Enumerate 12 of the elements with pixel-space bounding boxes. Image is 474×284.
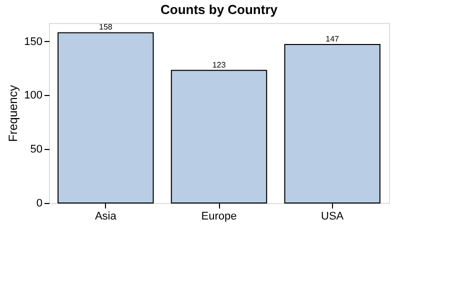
x-tick-label: USA [321, 210, 344, 222]
y-tick-label: 150 [24, 36, 42, 48]
y-axis-title: Frequency [6, 85, 20, 142]
data-label: 158 [98, 22, 113, 32]
chart-title: Counts by Country [160, 2, 278, 17]
y-tick-label: 50 [30, 144, 42, 156]
data-label: 147 [326, 34, 340, 44]
y-tick-label: 100 [24, 90, 42, 102]
x-tick-label: Europe [201, 210, 237, 222]
x-tick-label: Asia [94, 210, 118, 222]
data-label: 123 [212, 60, 226, 70]
y-tick-label: 0 [36, 198, 42, 210]
